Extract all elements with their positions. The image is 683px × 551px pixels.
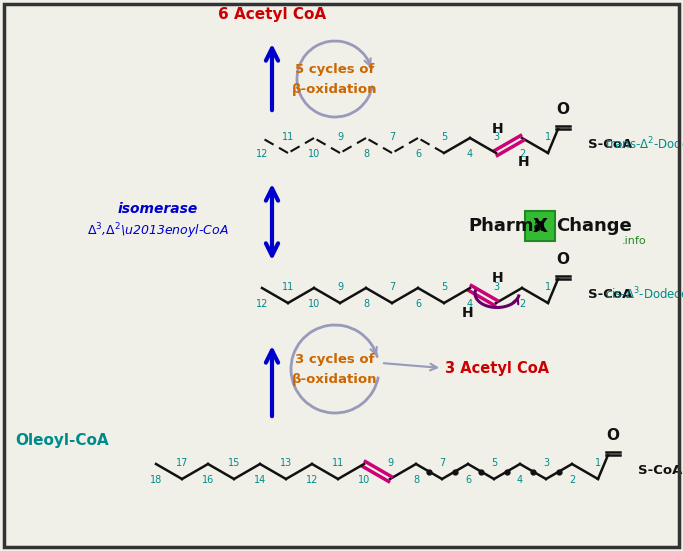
Text: 9: 9 xyxy=(387,458,393,468)
Text: β-oxidation: β-oxidation xyxy=(292,372,378,386)
Text: H: H xyxy=(492,122,504,136)
Text: 1: 1 xyxy=(595,458,601,468)
Text: 10: 10 xyxy=(308,299,320,309)
Text: 5: 5 xyxy=(491,458,497,468)
Text: S-CoA: S-CoA xyxy=(588,138,632,152)
Text: 6: 6 xyxy=(415,299,421,309)
Text: Pharma: Pharma xyxy=(468,217,546,235)
Text: 2: 2 xyxy=(519,299,525,309)
Text: Oleoyl-CoA: Oleoyl-CoA xyxy=(15,433,109,448)
Text: 5: 5 xyxy=(441,282,447,292)
Text: 7: 7 xyxy=(389,132,395,142)
Text: β-oxidation: β-oxidation xyxy=(292,83,378,95)
Text: 4: 4 xyxy=(467,149,473,159)
Text: 8: 8 xyxy=(363,149,369,159)
Text: 1: 1 xyxy=(545,132,551,142)
Text: 2: 2 xyxy=(519,149,525,159)
Text: 15: 15 xyxy=(228,458,240,468)
Text: 4: 4 xyxy=(517,475,523,485)
Text: 3: 3 xyxy=(493,282,499,292)
Text: 6 Acetyl CoA: 6 Acetyl CoA xyxy=(218,7,326,21)
Text: 5 cycles of: 5 cycles of xyxy=(295,62,375,75)
Text: 3 cycles of: 3 cycles of xyxy=(295,353,375,365)
Text: 17: 17 xyxy=(176,458,189,468)
Text: 18: 18 xyxy=(150,475,162,485)
Text: S-CoA: S-CoA xyxy=(638,464,682,478)
Text: H: H xyxy=(492,271,504,285)
Text: H: H xyxy=(462,306,474,320)
Text: cis-$\Delta^3$-Dodecenoyl-CoA: cis-$\Delta^3$-Dodecenoyl-CoA xyxy=(605,285,683,305)
Text: O: O xyxy=(607,428,619,443)
Text: 3 Acetyl CoA: 3 Acetyl CoA xyxy=(445,360,549,375)
Text: 5: 5 xyxy=(441,132,447,142)
Text: 11: 11 xyxy=(282,132,294,142)
Text: 2: 2 xyxy=(569,475,575,485)
Text: trans-$\Delta^2$-Dodecenoyl-CoA: trans-$\Delta^2$-Dodecenoyl-CoA xyxy=(605,135,683,155)
Text: 1: 1 xyxy=(545,282,551,292)
Text: 8: 8 xyxy=(363,299,369,309)
Text: 16: 16 xyxy=(202,475,214,485)
Text: O: O xyxy=(557,252,570,267)
Text: 11: 11 xyxy=(282,282,294,292)
Text: 4: 4 xyxy=(467,299,473,309)
Text: 3: 3 xyxy=(493,132,499,142)
Text: Change: Change xyxy=(556,217,632,235)
Text: 14: 14 xyxy=(254,475,266,485)
Text: .info: .info xyxy=(622,236,647,246)
Text: 3: 3 xyxy=(543,458,549,468)
Text: 8: 8 xyxy=(413,475,419,485)
Text: 10: 10 xyxy=(308,149,320,159)
FancyBboxPatch shape xyxy=(525,211,555,241)
Text: 7: 7 xyxy=(439,458,445,468)
Text: $\Delta^3$,$\Delta^2$\u2013enoyl-CoA: $\Delta^3$,$\Delta^2$\u2013enoyl-CoA xyxy=(87,221,229,241)
Text: 13: 13 xyxy=(280,458,292,468)
Text: S-CoA: S-CoA xyxy=(588,289,632,301)
Text: 7: 7 xyxy=(389,282,395,292)
Text: 12: 12 xyxy=(256,149,268,159)
Text: 9: 9 xyxy=(337,282,343,292)
Text: 6: 6 xyxy=(415,149,421,159)
Text: 6: 6 xyxy=(465,475,471,485)
Text: 10: 10 xyxy=(358,475,370,485)
Text: X: X xyxy=(533,217,548,235)
Text: isomerase: isomerase xyxy=(118,202,198,216)
Text: 9: 9 xyxy=(337,132,343,142)
Text: 11: 11 xyxy=(332,458,344,468)
Text: O: O xyxy=(557,102,570,117)
Text: 12: 12 xyxy=(306,475,318,485)
Text: 12: 12 xyxy=(256,299,268,309)
Text: H: H xyxy=(518,155,530,169)
